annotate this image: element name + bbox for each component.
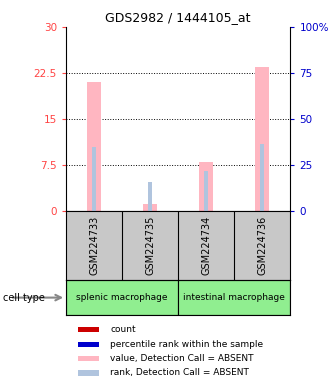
Bar xyxy=(148,182,152,211)
Text: GSM224736: GSM224736 xyxy=(257,216,267,275)
Text: percentile rank within the sample: percentile rank within the sample xyxy=(110,340,263,349)
Bar xyxy=(66,280,178,315)
Bar xyxy=(78,342,99,347)
Bar xyxy=(92,147,96,211)
Bar xyxy=(78,327,99,332)
Bar xyxy=(204,171,208,211)
Bar xyxy=(78,370,99,376)
Bar xyxy=(199,162,213,211)
Title: GDS2982 / 1444105_at: GDS2982 / 1444105_at xyxy=(106,11,251,24)
Bar xyxy=(260,144,264,211)
Bar xyxy=(178,280,290,315)
Text: GSM224733: GSM224733 xyxy=(89,216,99,275)
Text: splenic macrophage: splenic macrophage xyxy=(76,293,168,302)
Text: cell type: cell type xyxy=(3,293,45,303)
Text: count: count xyxy=(110,325,136,334)
Text: rank, Detection Call = ABSENT: rank, Detection Call = ABSENT xyxy=(110,369,249,377)
Bar xyxy=(87,82,101,211)
Bar xyxy=(255,67,269,211)
Text: GSM224735: GSM224735 xyxy=(145,216,155,275)
Bar xyxy=(78,356,99,361)
Bar xyxy=(143,204,157,211)
Text: GSM224734: GSM224734 xyxy=(201,216,211,275)
Text: intestinal macrophage: intestinal macrophage xyxy=(183,293,285,302)
Text: value, Detection Call = ABSENT: value, Detection Call = ABSENT xyxy=(110,354,254,363)
